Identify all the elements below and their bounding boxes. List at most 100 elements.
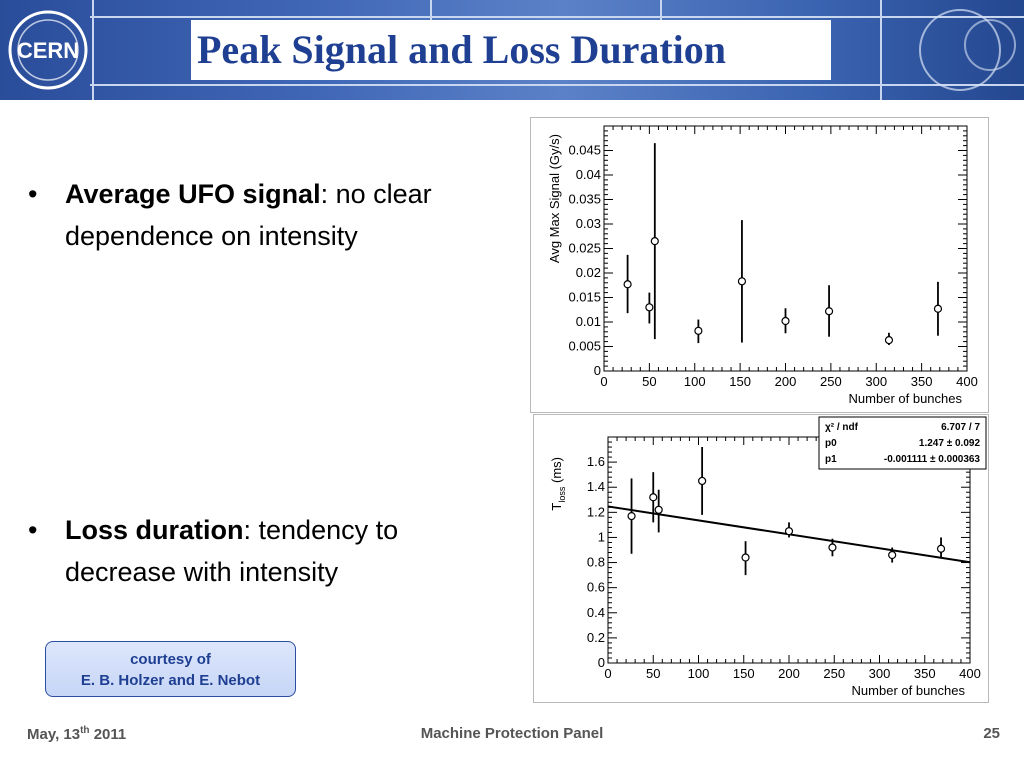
y-tick-label: 1: [598, 529, 605, 544]
fit-stats-label: p1: [825, 454, 837, 465]
fit-stats-value: -0.001111 ± 0.000363: [884, 454, 981, 465]
data-point: [737, 277, 747, 286]
bullet-bold: Loss duration: [65, 515, 244, 545]
data-point: [828, 543, 837, 552]
y-tick-label: 0.005: [568, 339, 601, 354]
x-tick-label: 50: [646, 666, 660, 681]
x-tick-label: 200: [778, 666, 800, 681]
fit-stats-box: [818, 416, 987, 470]
bullet-dot: •: [28, 179, 38, 209]
y-tick-label: 0.8: [587, 555, 605, 570]
x-tick-label: 100: [688, 666, 710, 681]
y-axis-label: Avg Max Signal (Gy/s): [547, 134, 562, 263]
fit-stats-label: p0: [825, 438, 837, 449]
bullet-dot: •: [28, 515, 38, 545]
y-tick-label: 0.04: [576, 167, 601, 182]
courtesy-box: courtesy of E. B. Holzer and E. Nebot: [45, 641, 296, 697]
header-banner: CERN: [0, 0, 1024, 100]
plot-frame: [603, 125, 968, 372]
data-point: [694, 326, 703, 335]
bullet-rest: : tendency to decrease with intensity: [65, 515, 399, 587]
fit-stats-label: χ² / ndf: [825, 422, 859, 433]
footer-date-text: May, 13: [27, 726, 81, 743]
y-tick-label: 0.03: [576, 216, 601, 231]
duration-plot-panel: 0 50 100 150 200 250 300 350 400 0 0.2 0.4 0.6 0.8 1 1.…: [533, 414, 989, 703]
y-tick-label: 1.6: [587, 454, 605, 469]
bullet-bold: Average UFO signal: [65, 179, 321, 209]
banner-grid-line: [90, 16, 1024, 18]
data-point: [933, 304, 943, 313]
banner-grid-line: [92, 0, 94, 100]
duration-plot: 0 50 100 150 200 250 300 350 400 0 0.2 0.4 0.6 0.8 1 1.…: [549, 416, 987, 698]
x-tick-label: 250: [823, 666, 845, 681]
fit-stats-value: 1.247 ± 0.092: [919, 438, 981, 449]
footer-title: Machine Protection Panel: [420, 725, 604, 742]
y-axis-label-sub: loss: [557, 486, 567, 503]
bullet-rest: : no clear dependence on intensity: [65, 179, 432, 251]
y-axis-label-main: T: [549, 503, 564, 511]
x-tick-label: 300: [869, 666, 891, 681]
x-tick-label: 400: [956, 374, 978, 389]
logo-text: CERN: [17, 38, 79, 63]
data-point: [623, 280, 632, 289]
signal-plot: 0 50 100 150 200 250 300 350 400 0 0.005 0.01 0.015 0…: [547, 125, 978, 406]
y-tick-label: 0.02: [576, 265, 601, 280]
data-point: [781, 316, 790, 326]
bullet-text: Loss duration: tendency to decrease with…: [65, 509, 495, 593]
x-tick-label: 50: [642, 374, 656, 389]
x-tick-label: 350: [911, 374, 933, 389]
data-point: [650, 237, 659, 246]
y-tick-label: 1.2: [587, 504, 605, 519]
x-tick-label: 100: [684, 374, 706, 389]
data-point: [741, 553, 750, 562]
data-point: [824, 307, 834, 316]
x-tick-label: 0: [600, 374, 607, 389]
data-point: [645, 303, 654, 312]
y-tick-label: 0.6: [587, 580, 605, 595]
data-point: [649, 493, 658, 502]
bullet-text: Average UFO signal: no clear dependence …: [65, 173, 495, 257]
banner-decoration: [919, 9, 1016, 91]
data-point: [888, 550, 897, 560]
x-tick-label: 150: [729, 374, 751, 389]
y-tick-label: 0.4: [587, 605, 605, 620]
y-axis-label-unit: (ms): [549, 457, 564, 487]
banner-grid-line: [660, 0, 662, 20]
data-point: [936, 544, 946, 553]
x-tick-label: 350: [914, 666, 936, 681]
x-tick-label: 150: [733, 666, 755, 681]
x-tick-label: 400: [959, 666, 981, 681]
x-axis-label: Number of bunches: [852, 683, 966, 698]
data-point: [884, 336, 894, 345]
courtesy-line1: courtesy of: [130, 651, 211, 668]
footer-date-sup: th: [80, 725, 90, 736]
slide-title: Peak Signal and Loss Duration: [197, 27, 727, 72]
data-point: [654, 505, 663, 514]
y-tick-label: 0.01: [576, 314, 601, 329]
data-point: [698, 476, 707, 486]
data-point: [627, 511, 636, 521]
page-number: 25: [983, 725, 1000, 742]
x-axis-label: Number of bunches: [849, 391, 963, 406]
title-background: [191, 20, 831, 80]
plot-frame: [607, 436, 971, 664]
y-tick-label: 0.025: [568, 241, 601, 256]
y-tick-label: 0.035: [568, 192, 601, 207]
cern-logo: CERN: [8, 10, 88, 90]
y-axis-label-main: Avg Max Signal (Gy/s): [547, 134, 562, 263]
footer-date: May, 13th 2011: [27, 725, 126, 743]
footer-date-year: 2011: [89, 726, 127, 743]
x-tick-label: 0: [604, 666, 611, 681]
y-tick-label: 0.015: [568, 290, 601, 305]
y-tick-label: 0.2: [587, 630, 605, 645]
x-tick-label: 200: [775, 374, 797, 389]
y-axis-label: Tloss (ms): [549, 457, 567, 511]
y-tick-label: 0: [598, 655, 605, 670]
fit-stats-value: 6.707 / 7: [941, 422, 980, 433]
signal-plot-panel: 0 50 100 150 200 250 300 350 400 0 0.005 0.01 0.015 0…: [530, 117, 989, 413]
y-tick-label: 0.045: [568, 143, 601, 158]
banner-grid-line: [430, 0, 432, 20]
banner-grid-line: [880, 0, 882, 100]
data-point: [784, 527, 794, 536]
courtesy-line2: E. B. Holzer and E. Nebot: [80, 672, 261, 689]
